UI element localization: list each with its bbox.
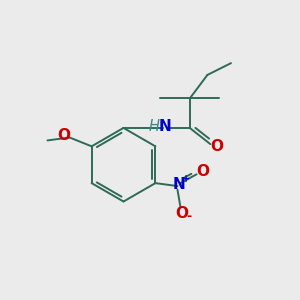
Text: O: O	[58, 128, 71, 142]
Text: N: N	[172, 177, 185, 192]
Text: -: -	[187, 211, 192, 224]
Text: N: N	[158, 119, 171, 134]
Text: O: O	[210, 139, 223, 154]
Text: O: O	[176, 206, 188, 221]
Text: H: H	[148, 119, 159, 134]
Text: +: +	[182, 174, 190, 184]
Text: O: O	[196, 164, 209, 179]
